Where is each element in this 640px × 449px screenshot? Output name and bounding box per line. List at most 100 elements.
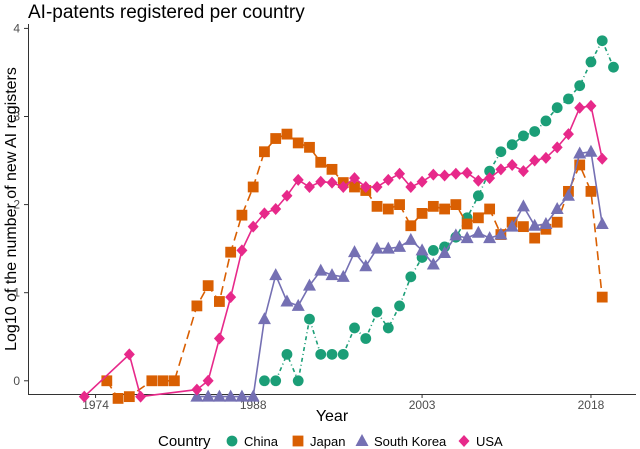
data-point-usa xyxy=(349,172,361,185)
data-point-japan xyxy=(382,203,394,215)
data-point-japan xyxy=(529,232,541,244)
data-point-south-korea xyxy=(426,257,440,270)
chart-title: AI-patents registered per country xyxy=(28,2,305,23)
data-point-japan xyxy=(439,203,450,215)
data-point-china xyxy=(427,245,439,256)
y-tick-label: 3 xyxy=(13,110,20,124)
data-point-south-korea xyxy=(573,146,587,159)
data-point-south-korea xyxy=(584,144,598,157)
data-point-china xyxy=(506,139,518,151)
x-tick-label: 2003 xyxy=(409,398,436,412)
data-point-japan xyxy=(472,212,484,224)
data-point-japan xyxy=(101,375,113,387)
data-point-china xyxy=(326,348,338,360)
data-point-japan xyxy=(585,185,597,197)
series-usa xyxy=(78,99,608,403)
data-point-usa xyxy=(461,166,473,179)
data-point-china xyxy=(315,348,327,360)
data-point-south-korea xyxy=(449,228,463,241)
data-point-usa xyxy=(562,128,574,141)
data-point-south-korea xyxy=(302,278,316,291)
data-point-usa xyxy=(371,180,383,193)
data-point-usa xyxy=(292,173,304,186)
y-tick-label: 1 xyxy=(13,286,20,300)
data-point-china xyxy=(529,126,541,137)
data-point-usa xyxy=(472,174,484,187)
data-point-china xyxy=(472,190,484,202)
data-point-south-korea xyxy=(212,389,226,402)
data-point-japan xyxy=(596,291,608,303)
data-point-china xyxy=(259,375,270,387)
series-line-usa xyxy=(83,104,603,398)
data-point-china xyxy=(551,102,563,114)
data-point-china xyxy=(608,61,619,73)
legend-label-japan: Japan xyxy=(310,434,345,449)
data-point-usa xyxy=(191,383,203,396)
data-point-china xyxy=(360,333,372,344)
data-point-china xyxy=(337,348,349,360)
data-point-usa xyxy=(360,180,372,193)
data-point-usa xyxy=(281,189,293,202)
series-layer xyxy=(78,35,619,404)
series-south-korea xyxy=(190,144,609,402)
y-tick-label: 0 xyxy=(13,374,20,388)
data-point-usa xyxy=(416,175,428,188)
data-point-japan xyxy=(259,146,270,158)
data-point-south-korea xyxy=(516,199,530,212)
data-point-south-korea xyxy=(224,389,238,402)
data-point-south-korea xyxy=(190,389,204,402)
data-point-south-korea xyxy=(483,231,497,244)
data-point-china xyxy=(484,165,496,177)
data-point-japan xyxy=(123,391,135,403)
data-point-south-korea xyxy=(415,243,429,256)
data-point-south-korea xyxy=(471,225,485,238)
data-point-japan xyxy=(214,296,225,307)
x-tick-label: 1974 xyxy=(82,398,109,412)
data-point-south-korea xyxy=(550,202,564,214)
data-point-japan xyxy=(191,300,203,312)
data-point-south-korea xyxy=(404,232,418,245)
data-point-japan xyxy=(168,375,180,387)
data-point-china xyxy=(394,300,405,312)
data-point-japan xyxy=(518,221,529,233)
data-point-japan xyxy=(405,220,417,232)
data-point-china xyxy=(270,375,282,387)
x-ticks: 1974 1988 2003 2018 xyxy=(82,394,605,412)
data-point-china xyxy=(405,271,417,283)
data-point-usa xyxy=(394,167,406,180)
legend-title: Country xyxy=(158,433,211,449)
data-point-usa xyxy=(337,180,349,193)
data-point-usa xyxy=(439,169,451,182)
data-point-usa xyxy=(450,167,462,180)
y-ticks: 0 1 2 3 4 xyxy=(13,21,28,388)
data-point-japan xyxy=(349,181,360,193)
data-point-south-korea xyxy=(235,389,249,402)
data-point-japan xyxy=(394,199,405,210)
data-point-japan xyxy=(112,393,124,404)
x-tick-label: 2018 xyxy=(578,398,605,412)
data-point-japan xyxy=(574,159,586,171)
data-point-south-korea xyxy=(595,216,609,229)
x-axis-title: Year xyxy=(316,408,349,425)
data-point-usa xyxy=(585,99,597,112)
data-point-south-korea xyxy=(291,298,305,311)
data-point-usa xyxy=(484,172,496,185)
data-point-south-korea xyxy=(460,231,474,244)
data-point-usa xyxy=(78,390,90,403)
data-point-japan xyxy=(292,137,304,149)
legend-label-south-korea: South Korea xyxy=(374,434,447,449)
data-point-south-korea xyxy=(438,246,452,259)
data-point-south-korea xyxy=(246,389,260,402)
data-point-south-korea xyxy=(269,268,283,281)
data-point-china xyxy=(540,115,552,127)
data-point-usa xyxy=(495,163,507,176)
data-point-china xyxy=(585,56,597,68)
data-point-south-korea xyxy=(393,239,407,252)
legend-key-usa xyxy=(458,435,470,447)
data-point-usa xyxy=(247,220,259,233)
data-point-south-korea xyxy=(201,389,215,402)
data-point-china xyxy=(304,313,315,325)
data-point-japan xyxy=(326,163,338,175)
data-point-japan xyxy=(247,181,259,193)
data-point-south-korea xyxy=(561,188,575,201)
